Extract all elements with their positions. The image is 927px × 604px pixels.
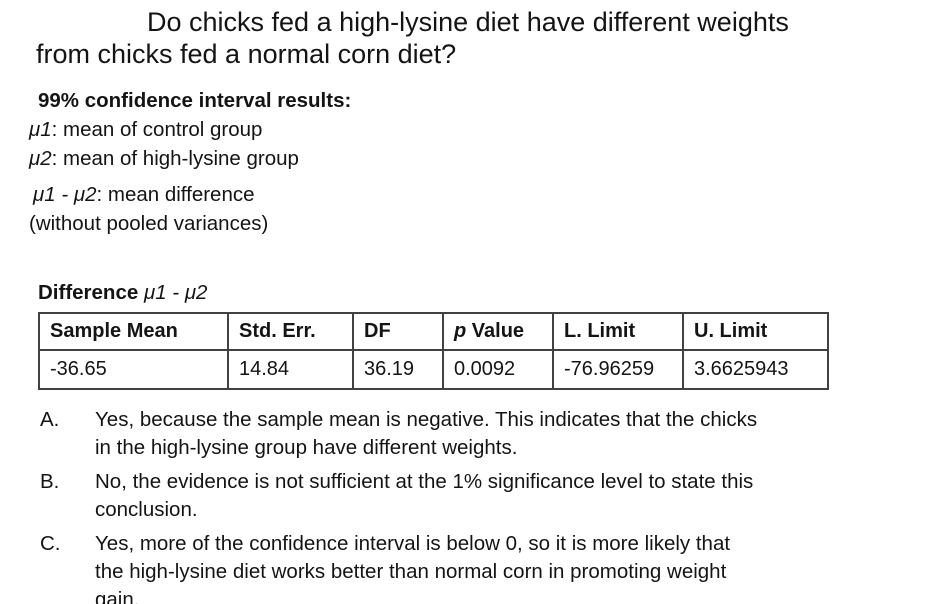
header-std-err: Std. Err.	[227, 312, 354, 351]
answer-text-c: Yes, more of the confidence interval is …	[95, 532, 731, 604]
table-title-label: Difference	[38, 281, 139, 304]
question-title-line2: from chicks fed a normal corn diet?	[36, 39, 457, 69]
value-std-err: 14.84	[227, 349, 354, 390]
table-data-row: -36.65 14.84 36.19 0.0092 -76.96259 3.66…	[38, 349, 829, 390]
mu-difference-definition: μ1 - μ2: mean difference	[33, 183, 255, 206]
answer-letter-b: B.	[40, 470, 60, 493]
mu2-definition: μ2: mean of high-lysine group	[29, 147, 299, 170]
header-l-limit: L. Limit	[552, 312, 684, 351]
table-title-mu-diff: μ1 - μ2	[143, 281, 208, 304]
value-df: 36.19	[352, 349, 444, 390]
question-title: Do chicks fed a high-lysine diet have di…	[36, 6, 907, 70]
value-l-limit: -76.96259	[552, 349, 684, 390]
answer-text-a: Yes, because the sample mean is negative…	[95, 408, 758, 459]
answer-item-c: C. Yes, more of the confidence interval …	[40, 530, 927, 604]
table-title: Difference μ1 - μ2	[38, 281, 927, 305]
ci-heading: 99% confidence interval results:	[38, 89, 352, 112]
results-table-section: Difference μ1 - μ2 Sample Mean Std. Err.…	[38, 281, 927, 390]
header-u-limit: U. Limit	[682, 312, 829, 351]
answer-text-b: No, the evidence is not sufficient at th…	[95, 470, 754, 521]
pooled-variances-note: (without pooled variances)	[29, 212, 269, 235]
table-header-row: Sample Mean Std. Err. DF p Value L. Limi…	[38, 312, 829, 351]
answer-list: A. Yes, because the sample mean is negat…	[40, 406, 927, 604]
answer-letter-c: C.	[40, 532, 61, 555]
value-p-value: 0.0092	[442, 349, 554, 390]
answer-letter-a: A.	[40, 408, 60, 431]
answer-item-b: B. No, the evidence is not sufficient at…	[40, 468, 927, 524]
value-sample-mean: -36.65	[38, 349, 229, 390]
header-df: DF	[352, 312, 444, 351]
value-u-limit: 3.6625943	[682, 349, 829, 390]
ci-results-block: 99% confidence interval results: μ1: mea…	[29, 86, 927, 238]
header-sample-mean: Sample Mean	[38, 312, 229, 351]
statistics-table: Sample Mean Std. Err. DF p Value L. Limi…	[38, 312, 829, 390]
mu1-definition: μ1: mean of control group	[29, 118, 263, 141]
header-p-value: p Value	[442, 312, 554, 351]
question-title-line1: Do chicks fed a high-lysine diet have di…	[147, 7, 789, 37]
answer-item-a: A. Yes, because the sample mean is negat…	[40, 406, 927, 462]
